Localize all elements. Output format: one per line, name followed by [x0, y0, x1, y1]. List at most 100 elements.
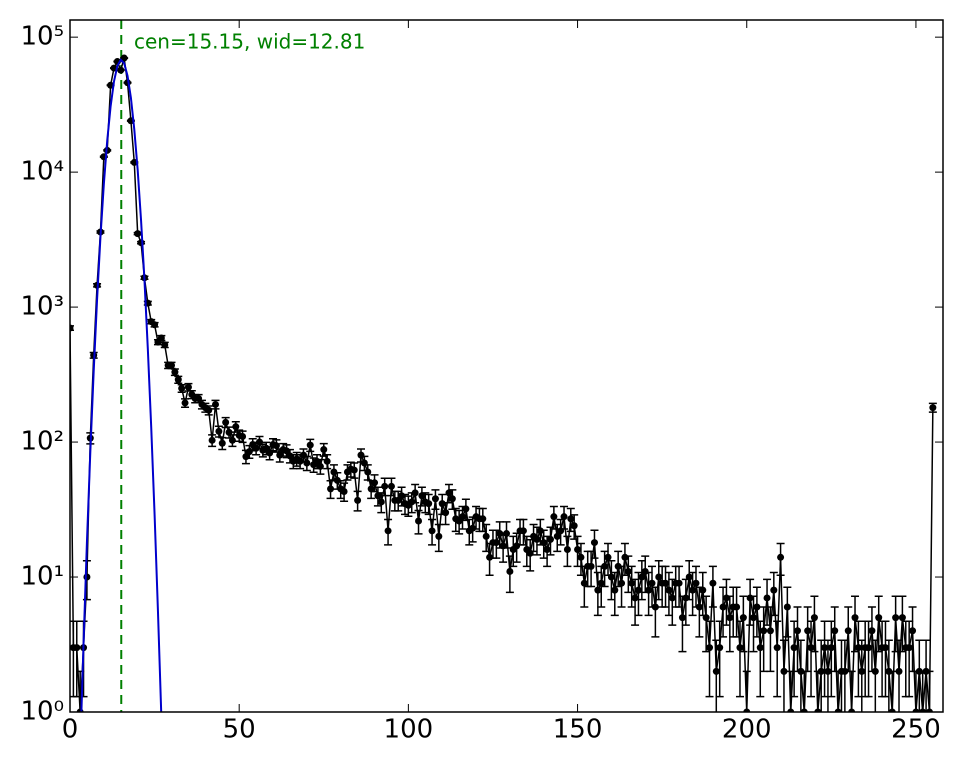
error-bar: [796, 639, 805, 712]
data-point: [519, 527, 527, 535]
data-point: [560, 513, 568, 521]
y-tick-label: 10¹: [20, 562, 64, 592]
error-bar: [810, 595, 819, 653]
data-point: [587, 562, 595, 570]
data-point: [695, 603, 703, 611]
data-point: [580, 579, 588, 587]
data-point: [716, 644, 724, 652]
data-point: [350, 466, 358, 474]
axes-layer: 0 50 100 150 200 250 10⁰ 10¹ 10² 10³ 10⁴ 10⁵ cen=15.…: [20, 20, 943, 745]
data-point: [384, 527, 392, 535]
data-point: [330, 468, 338, 476]
data-point: [925, 708, 933, 712]
data-point: [804, 627, 812, 635]
data-point: [228, 436, 236, 444]
data-point: [597, 579, 605, 587]
data-point: [232, 423, 240, 431]
error-bar: [922, 639, 931, 712]
data-point: [398, 492, 406, 500]
data-point: [719, 603, 727, 611]
data-point: [222, 418, 230, 426]
data-point: [168, 361, 176, 369]
data-point: [239, 432, 247, 440]
data-point: [628, 579, 636, 587]
data-point: [621, 553, 629, 561]
data-point: [638, 573, 646, 581]
data-point: [70, 324, 74, 332]
plot-layer: [70, 20, 937, 712]
data-point: [381, 482, 389, 490]
data-point: [570, 522, 578, 530]
data-point: [506, 567, 514, 575]
data-point: [760, 627, 768, 635]
data-point: [834, 708, 842, 712]
data-point: [431, 495, 439, 503]
data-point: [151, 321, 159, 329]
data-point: [435, 532, 443, 540]
data-point: [212, 400, 219, 408]
data-point: [117, 66, 125, 74]
data-point: [794, 627, 801, 635]
data-point: [631, 594, 639, 602]
data-point: [733, 603, 741, 611]
data-point: [689, 586, 697, 594]
x-tick-label: 0: [62, 715, 79, 745]
data-point: [706, 644, 714, 652]
error-bar: [884, 639, 893, 712]
data-point: [543, 545, 551, 553]
data-point: [790, 644, 798, 652]
data-point: [709, 579, 717, 587]
data-point: [800, 708, 808, 712]
data-point: [919, 708, 927, 712]
data-point: [438, 500, 446, 508]
data-point: [442, 509, 450, 517]
data-point: [482, 532, 490, 540]
data-point: [888, 708, 896, 712]
data-point: [892, 614, 900, 622]
data-point: [357, 451, 365, 459]
data-point: [540, 539, 548, 547]
data-point: [756, 644, 764, 652]
y-tick-label: 10³: [20, 292, 64, 322]
data-point: [682, 594, 690, 602]
data-point: [780, 667, 788, 675]
data-point: [618, 579, 626, 587]
data-point: [692, 579, 700, 587]
data-point: [218, 439, 226, 447]
data-point: [858, 667, 866, 675]
data-point: [773, 644, 781, 652]
y-tick-label: 10²: [20, 427, 64, 457]
error-bar: [847, 670, 856, 712]
data-point: [817, 667, 825, 675]
data-point: [655, 573, 663, 581]
data-point: [411, 489, 419, 497]
data-point: [607, 573, 615, 581]
data-point: [137, 239, 145, 247]
data-point: [831, 627, 839, 635]
y-tick-label: 10⁴: [20, 157, 64, 187]
data-point: [462, 505, 470, 513]
data-point: [563, 545, 571, 553]
data-point: [205, 406, 213, 414]
data-point: [750, 614, 758, 622]
error-bar: [925, 670, 934, 712]
data-point: [479, 515, 487, 523]
data-point: [181, 399, 189, 407]
data-point: [567, 515, 575, 523]
data-point: [766, 627, 774, 635]
data-point: [215, 427, 223, 435]
annotation: cen=15.15, wid=12.81: [134, 30, 365, 54]
data-point: [848, 708, 856, 712]
data-point: [668, 594, 676, 602]
data-point: [712, 667, 720, 675]
data-point: [306, 441, 314, 449]
data-point: [513, 542, 521, 550]
data-point: [651, 603, 659, 611]
data-point: [418, 492, 426, 500]
data-point: [73, 644, 81, 652]
data-point: [875, 614, 883, 622]
fit-curve: [80, 58, 163, 712]
data-point: [428, 527, 436, 535]
data-point: [662, 579, 670, 587]
